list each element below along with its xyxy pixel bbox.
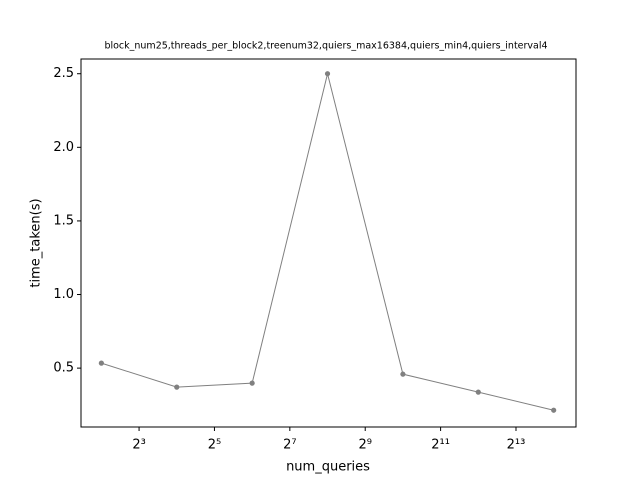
point xyxy=(400,371,406,377)
y-tick-label: 1.0 xyxy=(53,287,74,302)
y-tick-label: 2.0 xyxy=(53,140,74,155)
x-tick-label: 2³ xyxy=(132,438,145,453)
x-tick-label: 2⁷ xyxy=(283,438,296,453)
y-axis-label: time_taken(s) xyxy=(29,198,44,287)
x-tick-label: 2⁹ xyxy=(358,438,371,453)
point xyxy=(249,380,255,386)
x-tick-label: 2¹¹ xyxy=(431,438,450,453)
point xyxy=(324,71,331,77)
y-tick-label: 2.5 xyxy=(53,66,74,81)
axes-frame xyxy=(80,58,577,428)
x-tick-label: 2¹³ xyxy=(507,438,526,453)
y-tick-label: 1.5 xyxy=(53,213,74,228)
point xyxy=(174,384,180,390)
y-tick-label: 0.5 xyxy=(53,361,74,376)
point xyxy=(475,389,481,395)
chart-title: block_num25,threads_per_block2,treenum32… xyxy=(104,41,547,52)
point xyxy=(551,407,557,413)
x-tick-label: 2⁵ xyxy=(208,438,221,453)
x-axis-label: num_queries xyxy=(286,460,370,475)
point xyxy=(98,360,104,366)
